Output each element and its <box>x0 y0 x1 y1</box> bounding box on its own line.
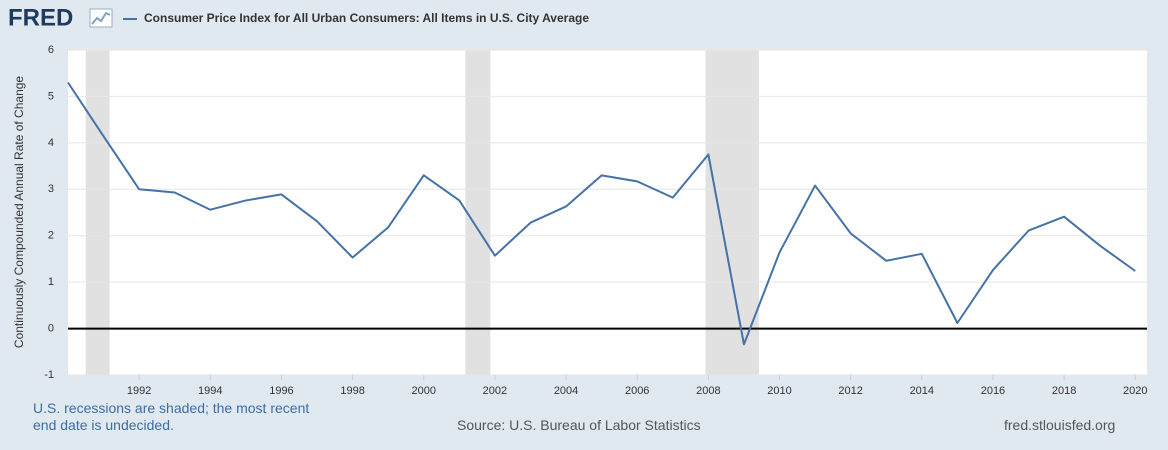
x-tick-label: 1998 <box>340 385 364 397</box>
x-tick-label: 2014 <box>910 385 934 397</box>
source: Source: U.S. Bureau of Labor Statistics <box>457 417 701 433</box>
x-tick-label: 2020 <box>1123 385 1147 397</box>
x-tick-label: 1996 <box>269 385 293 397</box>
x-tick-label: 2016 <box>981 385 1005 397</box>
x-tick-label: 2006 <box>625 385 649 397</box>
recession-band <box>705 50 759 375</box>
series-line <box>67 81 1136 346</box>
y-tick-label: 1 <box>48 276 54 288</box>
logo-icon <box>89 8 113 28</box>
plot-area <box>68 50 1147 375</box>
x-tick-label: 2008 <box>696 385 720 397</box>
recession-band <box>85 50 110 375</box>
x-tick-label: 2012 <box>838 385 862 397</box>
y-axis-label: Continuously Compounded Annual Rate of C… <box>12 76 26 349</box>
y-tick-label: 5 <box>48 90 54 102</box>
y-tick-label: 6 <box>48 44 54 56</box>
y-tick-label: 4 <box>48 137 54 149</box>
x-tick-label: 2000 <box>412 385 436 397</box>
y-tick-label: 2 <box>48 230 54 242</box>
recession-note: U.S. recessions are shaded; the most rec… <box>33 400 310 433</box>
x-tick-label: 2004 <box>554 385 578 397</box>
y-tick-label: 3 <box>48 183 54 195</box>
y-tick-label: 0 <box>48 322 54 334</box>
legend-label: Consumer Price Index for All Urban Consu… <box>144 11 589 25</box>
site: fred.stlouisfed.org <box>1004 417 1116 433</box>
recession-band <box>465 50 491 375</box>
x-tick-label: 2010 <box>767 385 791 397</box>
x-tick-label: 1994 <box>198 385 222 397</box>
logo: FRED <box>8 4 73 31</box>
x-tick-label: 2018 <box>1052 385 1076 397</box>
x-tick-label: 2002 <box>483 385 507 397</box>
y-tick-label: -1 <box>44 369 54 381</box>
x-tick-label: 1992 <box>127 385 151 397</box>
